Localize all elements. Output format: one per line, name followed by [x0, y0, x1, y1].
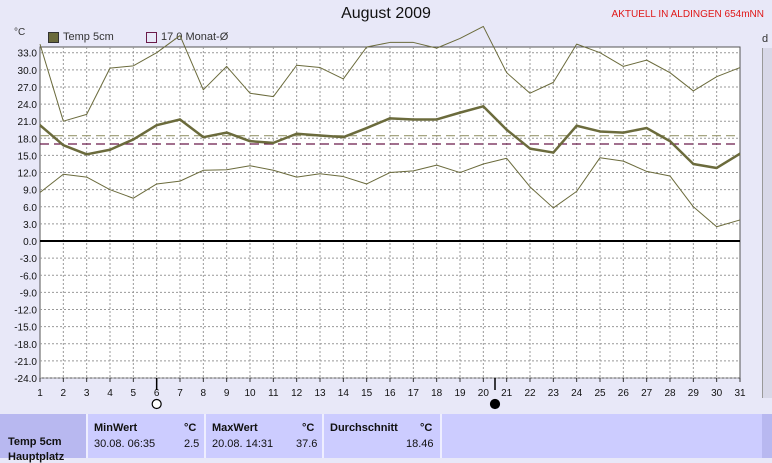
- max-cell: MaxWert °C 20.08. 14:31 37.6: [206, 414, 324, 458]
- min-header: MinWert: [94, 422, 138, 434]
- x-tick-label: 1: [37, 388, 43, 399]
- y-tick-label: -12.0: [14, 306, 37, 317]
- x-tick-label: 22: [524, 388, 536, 399]
- x-tick-label: 7: [177, 388, 183, 399]
- right-unit-label: d: [762, 33, 769, 45]
- y-tick-label: 21.0: [18, 117, 38, 128]
- avg-cell: Durchschnitt °C 18.46: [324, 414, 442, 458]
- legend-swatch-average: [146, 31, 157, 43]
- y-tick-label: -15.0: [14, 323, 37, 334]
- y-tick-label: -18.0: [14, 340, 37, 351]
- x-tick-label: 3: [84, 388, 90, 399]
- max-unit: °C: [302, 422, 315, 434]
- y-tick-label: 3.0: [23, 220, 37, 231]
- avg-value: 18.46: [406, 438, 434, 450]
- x-tick-label: 20: [478, 388, 490, 399]
- max-time: 20.08. 14:31: [212, 438, 274, 450]
- x-tick-label: 21: [501, 388, 513, 399]
- x-tick-label: 6: [154, 388, 160, 399]
- legend-label-average: 17.0 Monat-Ø: [161, 31, 229, 43]
- legend-swatch-temp: [48, 31, 59, 43]
- x-tick-label: 19: [454, 388, 466, 399]
- y-tick-label: -21.0: [14, 357, 37, 368]
- x-tick-label: 25: [594, 388, 606, 399]
- x-tick-label: 27: [641, 388, 653, 399]
- min-cell: MinWert °C 30.08. 06:35 2.5: [88, 414, 206, 458]
- series-line: [39, 157, 741, 228]
- row-label: Temp 5cm: [8, 436, 62, 448]
- y-tick-label: 9.0: [23, 186, 37, 197]
- x-tick-label: 16: [384, 388, 396, 399]
- x-tick-label: 2: [61, 388, 67, 399]
- x-tick-label: 28: [664, 388, 676, 399]
- row-label-cell: Temp 5cm Hauptplatz: [0, 414, 88, 463]
- y-tick-label: 0.0: [23, 237, 37, 248]
- min-time: 30.08. 06:35: [94, 438, 156, 450]
- x-tick-label: 17: [408, 388, 420, 399]
- y-tick-label: 12.0: [18, 169, 38, 180]
- legend-label-temp: Temp 5cm: [63, 31, 114, 43]
- x-tick-label: 14: [338, 388, 350, 399]
- y-tick-label: -9.0: [20, 288, 38, 299]
- y-unit-label: °C: [14, 27, 26, 38]
- empty-cell: [442, 414, 762, 458]
- x-tick-label: 5: [131, 388, 137, 399]
- avg-unit: °C: [420, 422, 433, 434]
- min-value: 2.5: [184, 438, 200, 450]
- series-line: [39, 25, 741, 122]
- x-tick-label: 23: [548, 388, 560, 399]
- y-tick-label: 27.0: [18, 83, 38, 94]
- legend-item-average: 17.0 Monat-Ø: [146, 31, 228, 43]
- location-badge: AKTUELL IN ALDINGEN 654mNN: [611, 9, 764, 20]
- side-scroll-strip[interactable]: [762, 48, 772, 398]
- y-tick-label: -6.0: [20, 271, 38, 282]
- row-label-secondary: Hauptplatz: [8, 451, 65, 463]
- x-tick-label: 13: [314, 388, 326, 399]
- avg-header: Durchschnitt: [330, 422, 398, 434]
- y-tick-label: 30.0: [18, 66, 38, 77]
- max-header: MaxWert: [212, 422, 258, 434]
- x-tick-label: 31: [734, 388, 746, 399]
- chart-title: August 2009: [341, 5, 431, 22]
- full-moon-icon: [151, 398, 162, 410]
- x-tick-label: 24: [571, 388, 583, 399]
- legend-item-temp: Temp 5cm: [48, 31, 114, 43]
- x-tick-label: 12: [291, 388, 303, 399]
- x-tick-label: 18: [431, 388, 443, 399]
- y-tick-label: 15.0: [18, 151, 38, 162]
- series-line: [39, 105, 741, 170]
- max-value: 37.6: [296, 438, 318, 450]
- x-tick-label: 4: [107, 388, 113, 399]
- y-tick-label: 18.0: [18, 134, 38, 145]
- y-tick-label: -3.0: [20, 254, 38, 265]
- temperature-chart: 33.030.027.024.021.018.015.012.09.06.03.…: [14, 25, 746, 410]
- y-tick-label: 24.0: [18, 100, 38, 111]
- x-tick-label: 29: [688, 388, 700, 399]
- x-tick-label: 11: [268, 388, 279, 399]
- x-tick-label: 10: [244, 388, 256, 399]
- new-moon-icon: [489, 398, 501, 410]
- x-tick-label: 26: [618, 388, 630, 399]
- x-tick-label: 8: [201, 388, 207, 399]
- stats-panel: Temp 5cm Hauptplatz MinWert °C 30.08. 06…: [0, 414, 772, 463]
- x-tick-label: 30: [711, 388, 723, 399]
- x-tick-label: 15: [361, 388, 373, 399]
- y-tick-label: 33.0: [18, 49, 38, 60]
- y-tick-label: 6.0: [23, 203, 37, 214]
- y-tick-label: -24.0: [14, 374, 37, 385]
- min-unit: °C: [184, 422, 197, 434]
- x-tick-label: 9: [224, 388, 230, 399]
